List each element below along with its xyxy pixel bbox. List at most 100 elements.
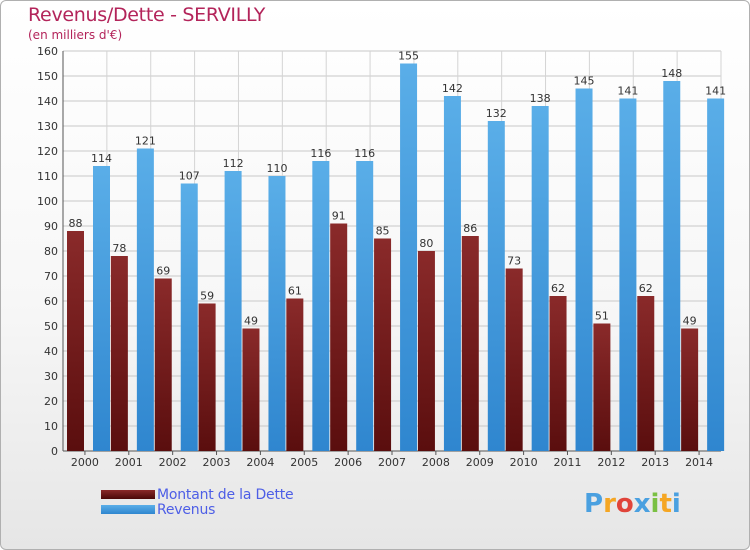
legend-swatch-revenue	[101, 505, 155, 514]
data-label-debt: 80	[419, 237, 433, 250]
data-label-revenue: 142	[442, 82, 463, 95]
x-tick-label: 2006	[334, 456, 362, 469]
bar-debt	[637, 296, 655, 451]
y-tick-label: 60	[44, 295, 58, 308]
y-tick-label: 90	[44, 220, 58, 233]
legend-label-debt: Montant de la Dette	[157, 486, 294, 503]
y-tick-label: 150	[37, 70, 58, 83]
data-label-debt: 86	[463, 222, 477, 235]
data-label-revenue: 114	[91, 152, 112, 165]
bar-revenue	[180, 183, 198, 451]
data-label-debt: 62	[551, 282, 565, 295]
x-tick-label: 2010	[510, 456, 538, 469]
data-label-debt: 49	[244, 315, 258, 328]
logo-letter: x	[633, 489, 651, 519]
data-label-debt: 62	[639, 282, 653, 295]
y-tick-label: 140	[37, 95, 58, 108]
y-tick-label: 70	[44, 270, 58, 283]
y-tick-label: 120	[37, 145, 58, 158]
logo-letter: i	[650, 489, 660, 519]
legend: Montant de la Dette Revenus	[101, 486, 294, 518]
x-tick-label: 2007	[378, 456, 406, 469]
y-tick-label: 30	[44, 370, 58, 383]
x-tick-label: 2000	[71, 456, 99, 469]
bar-layer	[67, 63, 725, 451]
bar-debt	[154, 278, 172, 451]
bar-debt	[286, 298, 304, 451]
bar-debt	[505, 268, 523, 451]
legend-swatch-debt	[101, 490, 155, 499]
x-tick-label: 2009	[466, 456, 494, 469]
y-tick-label: 20	[44, 395, 58, 408]
legend-label-revenue: Revenus	[157, 501, 216, 518]
x-tick-label: 2011	[553, 456, 581, 469]
bar-revenue	[356, 161, 374, 451]
data-label-revenue: 112	[223, 157, 244, 170]
bar-debt	[549, 296, 567, 451]
logo-letter: i	[671, 489, 681, 519]
logo-letter: o	[615, 489, 634, 519]
data-label-debt: 73	[507, 255, 521, 268]
proxiti-logo: Proxiti	[584, 489, 681, 519]
bar-revenue	[400, 63, 418, 451]
x-tick-label: 2013	[641, 456, 669, 469]
legend-item-debt: Montant de la Dette	[101, 486, 294, 503]
data-label-debt: 49	[683, 315, 697, 328]
bar-revenue	[575, 88, 593, 451]
data-label-revenue: 110	[266, 162, 287, 175]
bar-debt	[417, 251, 435, 451]
data-label-revenue: 148	[661, 67, 682, 80]
bar-debt	[198, 303, 216, 451]
data-label-revenue: 116	[354, 147, 375, 160]
x-tick-label: 2008	[422, 456, 450, 469]
x-tick-label: 2014	[685, 456, 713, 469]
data-label-debt: 85	[376, 225, 390, 238]
chart-subtitle: (en milliers d'€)	[28, 28, 123, 42]
data-label-debt: 51	[595, 310, 609, 323]
logo-letter: r	[603, 489, 616, 519]
bar-debt	[593, 323, 611, 451]
bar-debt	[681, 328, 699, 451]
bar-debt	[242, 328, 260, 451]
data-label-debt: 69	[156, 265, 170, 278]
logo-letter: t	[659, 489, 672, 519]
y-tick-label: 50	[44, 320, 58, 333]
axis-layer: 0 10 20 30 40 50 60 70 80 90 100 110 120 130 140 150 160…	[37, 45, 721, 469]
legend-item-revenue: Revenus	[101, 501, 293, 518]
data-label-debt: 88	[69, 217, 83, 230]
bar-debt	[67, 231, 84, 451]
data-label-revenue: 121	[135, 135, 156, 148]
data-label-debt: 61	[288, 285, 302, 298]
x-tick-label: 2001	[115, 456, 143, 469]
data-label-revenue: 141	[617, 85, 638, 98]
y-tick-label: 110	[37, 170, 58, 183]
y-tick-label: 0	[51, 445, 58, 458]
bar-revenue	[136, 148, 154, 451]
chart-title: Revenus/Dette - SERVILLY	[28, 4, 266, 26]
bar-revenue	[268, 176, 286, 451]
bar-revenue	[224, 171, 242, 451]
data-label-revenue: 138	[530, 92, 551, 105]
y-tick-label: 100	[37, 195, 58, 208]
data-label-debt: 59	[200, 290, 214, 303]
y-tick-label: 80	[44, 245, 58, 258]
data-label-revenue: 132	[486, 107, 507, 120]
data-label-revenue: 155	[398, 50, 419, 63]
y-tick-label: 40	[44, 345, 58, 358]
x-tick-label: 2002	[159, 456, 187, 469]
bar-debt	[110, 256, 128, 451]
data-label-revenue: 116	[310, 147, 331, 160]
x-tick-label: 2003	[203, 456, 231, 469]
x-tick-label: 2004	[246, 456, 274, 469]
bar-revenue	[707, 98, 725, 451]
y-tick-label: 160	[37, 45, 58, 58]
data-label-revenue: 107	[179, 170, 200, 183]
bar-revenue	[443, 96, 461, 451]
bar-debt	[330, 223, 348, 451]
logo-letter: P	[584, 489, 604, 519]
bar-revenue	[619, 98, 637, 451]
x-tick-label: 2005	[290, 456, 318, 469]
data-label-debt: 78	[112, 242, 126, 255]
